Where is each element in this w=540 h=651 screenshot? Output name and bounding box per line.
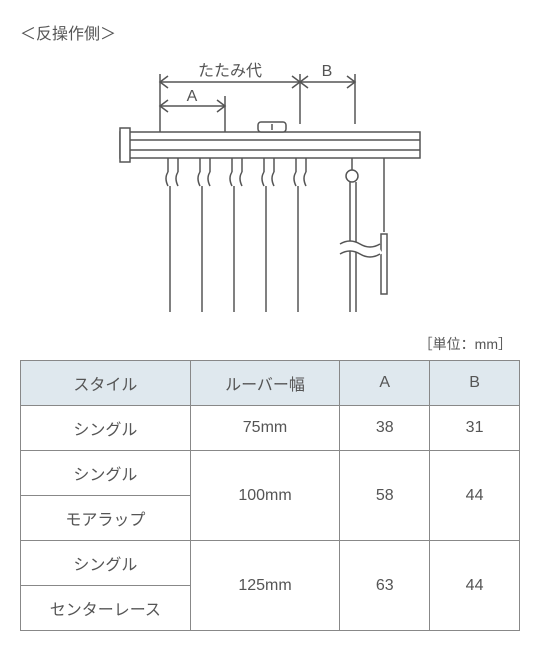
cell-a: 63: [340, 541, 430, 631]
cell-style: シングル: [21, 451, 191, 496]
cell-b: 31: [430, 406, 520, 451]
table-row: シングル 100mm 58 44: [21, 451, 520, 496]
header-b: B: [430, 361, 520, 406]
cell-a: 38: [340, 406, 430, 451]
cell-louver: 75mm: [190, 406, 340, 451]
header-louver: ルーバー幅: [190, 361, 340, 406]
unit-label: ［単位：mm］: [20, 334, 520, 354]
label-b: B: [322, 63, 333, 80]
label-tatami: たたみ代: [198, 62, 262, 80]
cell-style: センターレース: [21, 586, 191, 631]
cell-style: シングル: [21, 406, 191, 451]
diagram-container: たたみ代 B A: [20, 54, 520, 314]
cell-louver: 100mm: [190, 451, 340, 541]
cell-style: モアラップ: [21, 496, 191, 541]
cell-louver: 125mm: [190, 541, 340, 631]
header-style: スタイル: [21, 361, 191, 406]
dimension-table: スタイル ルーバー幅 A B シングル 75mm 38 31 シングル 100m…: [20, 360, 520, 631]
section-title: ＜反操作側＞: [20, 20, 520, 44]
table-row: シングル 75mm 38 31: [21, 406, 520, 451]
header-a: A: [340, 361, 430, 406]
cell-style: シングル: [21, 541, 191, 586]
cell-b: 44: [430, 541, 520, 631]
cell-b: 44: [430, 451, 520, 541]
cell-a: 58: [340, 451, 430, 541]
table-row: シングル 125mm 63 44: [21, 541, 520, 586]
blind-diagram: たたみ代 B A: [100, 54, 440, 314]
label-a: A: [187, 88, 198, 105]
